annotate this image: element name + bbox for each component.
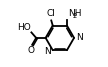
Text: N: N bbox=[44, 47, 51, 56]
Text: O: O bbox=[28, 46, 35, 55]
Text: NH: NH bbox=[68, 9, 81, 18]
Text: N: N bbox=[76, 33, 83, 42]
Text: Cl: Cl bbox=[47, 9, 56, 18]
Text: 2: 2 bbox=[73, 13, 77, 19]
Text: HO: HO bbox=[17, 23, 31, 32]
